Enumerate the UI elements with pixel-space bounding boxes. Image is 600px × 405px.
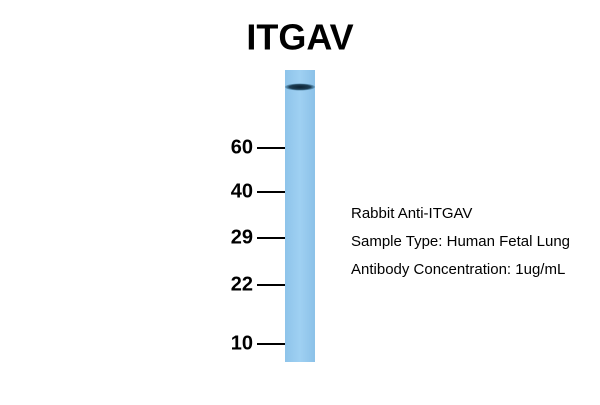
sample-note: Rabbit Anti-ITGAV (351, 205, 472, 222)
sample-note: Antibody Concentration: 1ug/mL (351, 261, 565, 278)
marker-label: 29 (231, 226, 253, 248)
protein-band (285, 83, 315, 91)
marker-label: 60 (231, 136, 253, 158)
title: ITGAV (246, 17, 353, 58)
gel-lane (285, 70, 315, 362)
marker-label: 10 (231, 332, 253, 354)
sample-note: Sample Type: Human Fetal Lung (351, 233, 570, 250)
marker-label: 40 (231, 180, 253, 202)
marker-label: 22 (231, 273, 253, 295)
